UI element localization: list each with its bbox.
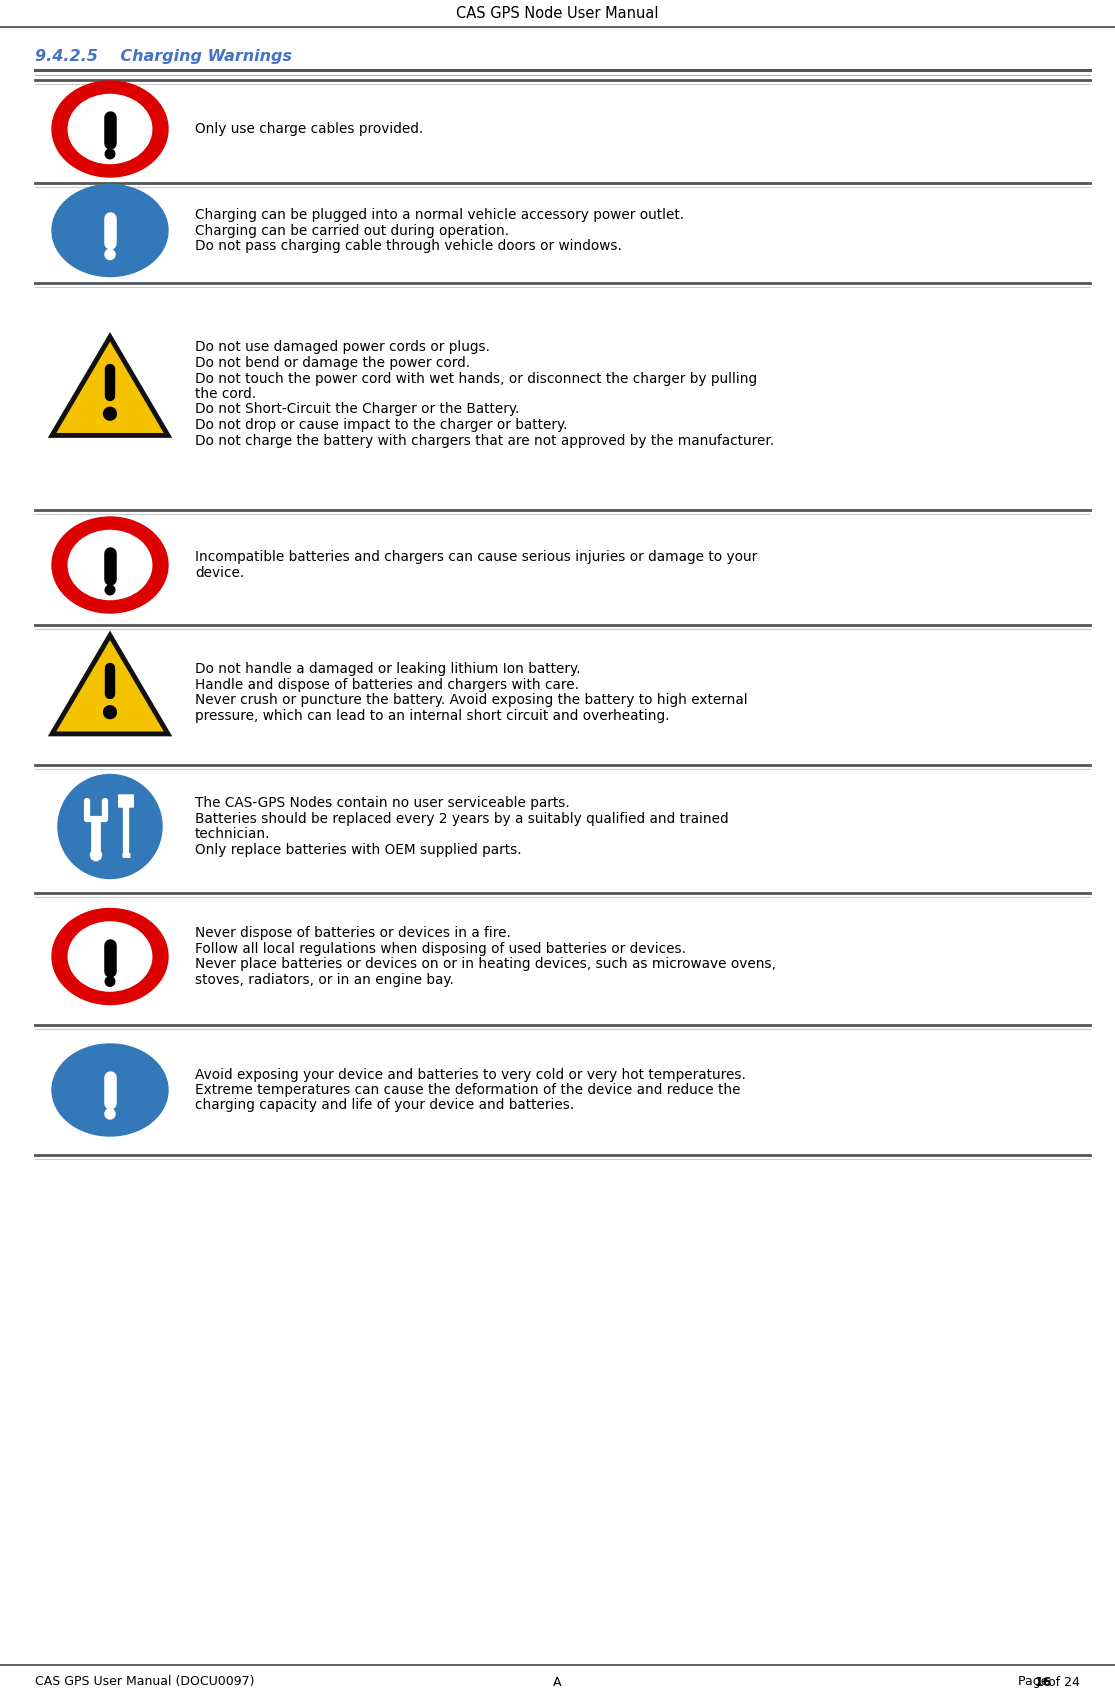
Circle shape — [105, 249, 115, 260]
Text: pressure, which can lead to an internal short circuit and overheating.: pressure, which can lead to an internal … — [195, 709, 669, 723]
Text: Do not Short-Circuit the Charger or the Battery.: Do not Short-Circuit the Charger or the … — [195, 402, 520, 416]
Text: Charging can be plugged into a normal vehicle accessory power outlet.: Charging can be plugged into a normal ve… — [195, 209, 685, 222]
Text: of 24: of 24 — [1044, 1675, 1080, 1689]
Text: CAS GPS Node User Manual: CAS GPS Node User Manual — [456, 5, 659, 20]
Ellipse shape — [68, 95, 152, 163]
Text: The CAS-GPS Nodes contain no user serviceable parts.: The CAS-GPS Nodes contain no user servic… — [195, 796, 570, 809]
Text: technician.: technician. — [195, 826, 271, 842]
Text: Do not touch the power cord with wet hands, or disconnect the charger by pulling: Do not touch the power cord with wet han… — [195, 372, 757, 385]
Text: Charging can be carried out during operation.: Charging can be carried out during opera… — [195, 224, 510, 238]
Text: Page: Page — [1018, 1675, 1051, 1689]
Ellipse shape — [52, 1044, 168, 1135]
Text: 16: 16 — [1035, 1675, 1051, 1689]
Circle shape — [104, 706, 116, 718]
Circle shape — [104, 407, 116, 421]
Text: Follow all local regulations when disposing of used batteries or devices.: Follow all local regulations when dispos… — [195, 942, 686, 955]
FancyBboxPatch shape — [118, 794, 134, 808]
Ellipse shape — [68, 531, 152, 599]
Text: Do not handle a damaged or leaking lithium Ion battery.: Do not handle a damaged or leaking lithi… — [195, 662, 581, 675]
Ellipse shape — [52, 908, 168, 1005]
Text: Do not pass charging cable through vehicle doors or windows.: Do not pass charging cable through vehic… — [195, 239, 622, 253]
Text: 9.4.2.5    Charging Warnings: 9.4.2.5 Charging Warnings — [35, 49, 292, 64]
Text: charging capacity and life of your device and batteries.: charging capacity and life of your devic… — [195, 1098, 574, 1113]
Ellipse shape — [52, 81, 168, 176]
Text: Batteries should be replaced every 2 years by a suitably qualified and trained: Batteries should be replaced every 2 yea… — [195, 811, 728, 826]
Text: Only replace batteries with OEM supplied parts.: Only replace batteries with OEM supplied… — [195, 843, 522, 857]
Text: Do not bend or damage the power cord.: Do not bend or damage the power cord. — [195, 356, 471, 370]
Text: device.: device. — [195, 565, 244, 580]
Circle shape — [90, 850, 101, 860]
Text: Handle and dispose of batteries and chargers with care.: Handle and dispose of batteries and char… — [195, 677, 579, 692]
Text: Do not drop or cause impact to the charger or battery.: Do not drop or cause impact to the charg… — [195, 417, 568, 433]
Circle shape — [105, 149, 115, 160]
Text: Do not charge the battery with chargers that are not approved by the manufacture: Do not charge the battery with chargers … — [195, 433, 774, 448]
Circle shape — [105, 1108, 115, 1118]
Polygon shape — [52, 336, 168, 436]
Text: CAS GPS User Manual (DOCU0097): CAS GPS User Manual (DOCU0097) — [35, 1675, 254, 1689]
Text: Avoid exposing your device and batteries to very cold or very hot temperatures.: Avoid exposing your device and batteries… — [195, 1067, 746, 1081]
Ellipse shape — [68, 921, 152, 991]
Text: Incompatible batteries and chargers can cause serious injuries or damage to your: Incompatible batteries and chargers can … — [195, 550, 757, 563]
Ellipse shape — [52, 518, 168, 613]
Circle shape — [58, 774, 162, 879]
Ellipse shape — [52, 185, 168, 277]
Text: Never place batteries or devices on or in heating devices, such as microwave ove: Never place batteries or devices on or i… — [195, 957, 776, 971]
Text: stoves, radiators, or in an engine bay.: stoves, radiators, or in an engine bay. — [195, 972, 454, 986]
Circle shape — [105, 977, 115, 986]
Polygon shape — [52, 635, 168, 733]
Text: Only use charge cables provided.: Only use charge cables provided. — [195, 122, 424, 136]
Text: A: A — [553, 1675, 562, 1689]
Circle shape — [105, 585, 115, 594]
Text: Never crush or puncture the battery. Avoid exposing the battery to high external: Never crush or puncture the battery. Avo… — [195, 694, 748, 708]
Text: Never dispose of batteries or devices in a fire.: Never dispose of batteries or devices in… — [195, 927, 511, 940]
Text: the cord.: the cord. — [195, 387, 256, 400]
Text: Do not use damaged power cords or plugs.: Do not use damaged power cords or plugs. — [195, 341, 489, 355]
Text: Extreme temperatures can cause the deformation of the device and reduce the: Extreme temperatures can cause the defor… — [195, 1083, 740, 1096]
